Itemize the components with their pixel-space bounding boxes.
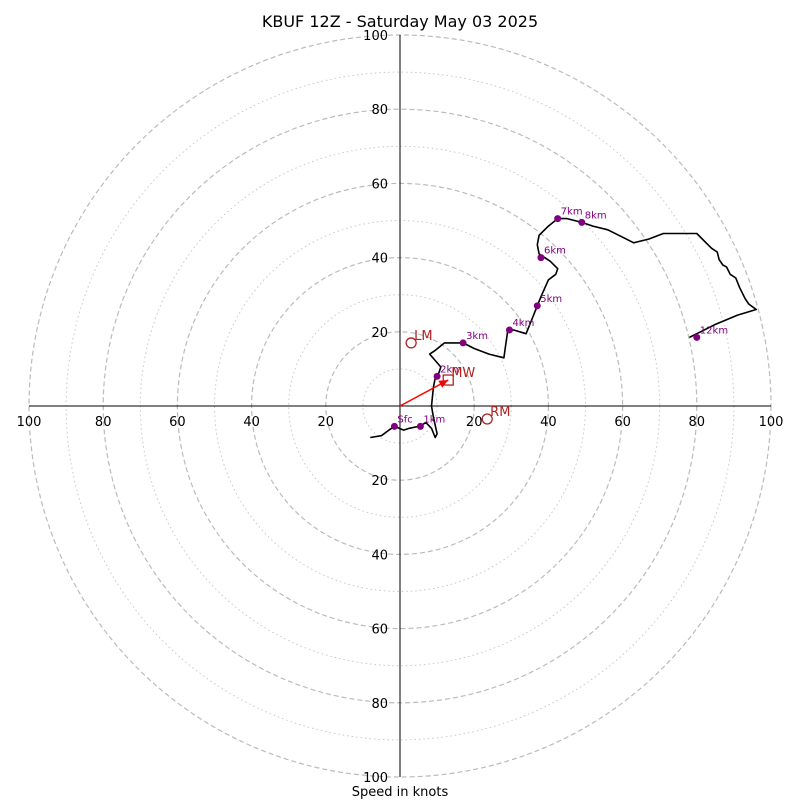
mean-wind-vector-line	[399, 379, 449, 407]
height-marker-6km	[537, 254, 545, 262]
height-marker-5km	[533, 302, 541, 310]
height-marker-label-12km: 12km	[700, 325, 728, 336]
storm-motion-lm-label: LM	[414, 329, 432, 344]
height-marker-8km	[578, 218, 586, 226]
height-marker-label-4km: 4km	[512, 318, 534, 329]
tick-east-40: 40	[540, 415, 557, 430]
height-marker-3km	[459, 339, 467, 347]
height-marker-12km	[693, 333, 701, 341]
storm-motion-lm-marker	[405, 337, 417, 349]
storm-motion-rm-label: RM	[490, 405, 510, 420]
height-marker-label-5km: 5km	[540, 294, 562, 305]
height-marker-label-6km: 6km	[544, 246, 566, 257]
height-marker-sfc	[390, 422, 398, 430]
tick-south-40: 40	[371, 548, 388, 563]
storm-motion-mw-marker	[442, 374, 454, 386]
tick-west-80: 80	[95, 415, 112, 430]
height-markers: Sfc 1km 2km 3km 4km 5km 6km 7km 8km 12km	[390, 207, 728, 430]
tick-east-100: 100	[759, 415, 784, 430]
tick-east-80: 80	[689, 415, 706, 430]
tick-west-20: 20	[318, 415, 335, 430]
height-marker-4km	[505, 326, 513, 334]
tick-south-20: 20	[371, 474, 388, 489]
storm-motion-rm-marker	[481, 413, 493, 425]
height-marker-label-8km: 8km	[585, 210, 607, 221]
tick-west-60: 60	[169, 415, 186, 430]
tick-north-40: 40	[371, 252, 388, 267]
tick-north-20: 20	[371, 326, 388, 341]
tick-north-80: 80	[371, 103, 388, 118]
height-marker-2km	[433, 372, 441, 380]
tick-labels: 20 20 20 20 40 40 40 40 60 60 60 60 80 80 80 80 100 100 10…	[17, 29, 784, 786]
height-marker-1km	[416, 422, 424, 430]
mean-wind-vector	[399, 379, 449, 407]
height-marker-label-7km: 7km	[561, 207, 583, 218]
height-marker-label-3km: 3km	[466, 331, 488, 342]
hodograph-line	[370, 217, 757, 439]
height-marker-label-1km: 1km	[423, 414, 445, 425]
tick-north-60: 60	[371, 177, 388, 192]
x-axis-label: Speed in knots	[352, 785, 449, 800]
tick-east-60: 60	[614, 415, 631, 430]
tick-south-60: 60	[371, 623, 388, 638]
tick-west-100: 100	[17, 415, 42, 430]
chart-title: KBUF 12Z - Saturday May 03 2025	[262, 12, 538, 31]
hodograph-trace	[370, 217, 757, 439]
tick-south-80: 80	[371, 697, 388, 712]
storm-motion-mw-label: MW	[451, 366, 475, 381]
tick-north-100: 100	[363, 29, 388, 44]
height-marker-7km	[554, 215, 562, 223]
height-marker-label-sfc: Sfc	[397, 414, 412, 425]
tick-south-100: 100	[363, 771, 388, 786]
storm-motion-markers: LM RM MW	[405, 329, 510, 425]
tick-east-20: 20	[466, 415, 483, 430]
height-marker-label-2km: 2km	[440, 364, 462, 375]
tick-west-40: 40	[243, 415, 260, 430]
